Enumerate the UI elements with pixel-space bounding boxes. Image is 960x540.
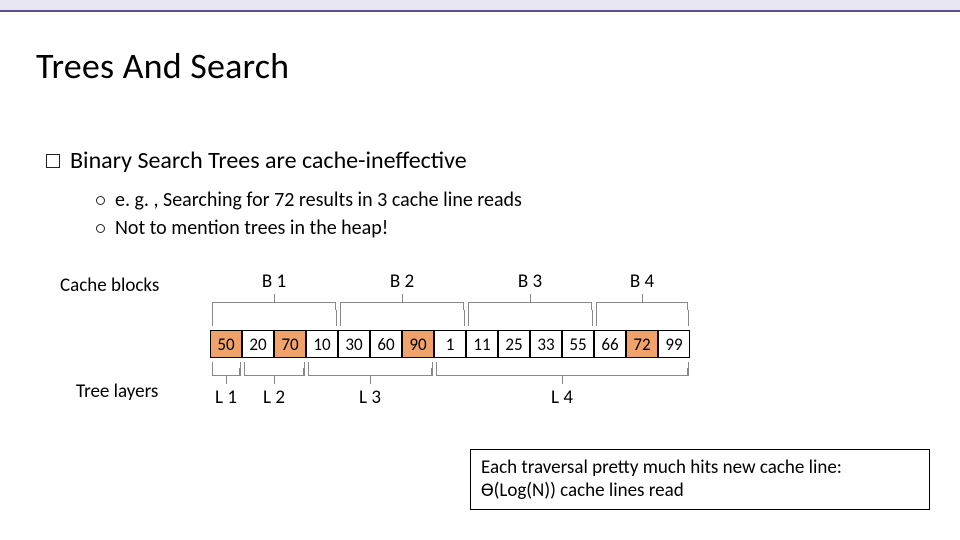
layer-label: L 1 xyxy=(210,386,242,409)
block-label: B 2 xyxy=(386,270,418,293)
block-label: B 3 xyxy=(514,270,546,293)
bullet-main: Binary Search Trees are cache-ineffectiv… xyxy=(46,146,467,175)
layer-label: L 4 xyxy=(546,386,578,409)
cache-blocks-label: Cache blocks xyxy=(60,274,159,297)
cell-8: 11 xyxy=(466,330,498,358)
bullet-box-icon xyxy=(46,154,60,168)
cell-0: 50 xyxy=(210,330,242,358)
cell-2: 70 xyxy=(274,330,306,358)
cell-12: 66 xyxy=(594,330,626,358)
cell-7: 1 xyxy=(434,330,466,358)
layer-label: L 2 xyxy=(258,386,290,409)
bullet-circle-icon xyxy=(96,196,105,205)
cell-14: 99 xyxy=(658,330,690,358)
cell-9: 25 xyxy=(498,330,530,358)
tree-layers-label: Tree layers xyxy=(76,380,158,403)
cell-11: 55 xyxy=(562,330,594,358)
cell-6: 90 xyxy=(402,330,434,358)
cell-1: 20 xyxy=(242,330,274,358)
bullet-sub-text: e. g. , Searching for 72 results in 3 ca… xyxy=(115,188,522,212)
cells-row: 50207010306090111253355667299 xyxy=(210,330,690,358)
cell-10: 33 xyxy=(530,330,562,358)
cell-5: 60 xyxy=(370,330,402,358)
bullet-text: Binary Search Trees are cache-ineffectiv… xyxy=(70,146,467,175)
page-title: Trees And Search xyxy=(36,44,289,88)
layer-label: L 3 xyxy=(354,386,386,409)
cell-13: 72 xyxy=(626,330,658,358)
bullet-circle-icon xyxy=(96,224,105,233)
bullet-sub-text: Not to mention trees in the heap! xyxy=(115,216,388,240)
cell-3: 10 xyxy=(306,330,338,358)
footnote-box: Each traversal pretty much hits new cach… xyxy=(470,449,930,511)
footnote-line1: Each traversal pretty much hits new cach… xyxy=(481,456,919,480)
bullet-sub-1: Not to mention trees in the heap! xyxy=(96,216,388,240)
footnote-line2: Ө(Log(N)) cache lines read xyxy=(481,479,919,503)
topbar xyxy=(0,0,960,12)
block-label: B 1 xyxy=(258,270,290,293)
bullet-sub-0: e. g. , Searching for 72 results in 3 ca… xyxy=(96,188,522,212)
cell-4: 30 xyxy=(338,330,370,358)
slide-canvas: Trees And Search Binary Search Trees are… xyxy=(0,0,960,540)
block-label: B 4 xyxy=(626,270,658,293)
